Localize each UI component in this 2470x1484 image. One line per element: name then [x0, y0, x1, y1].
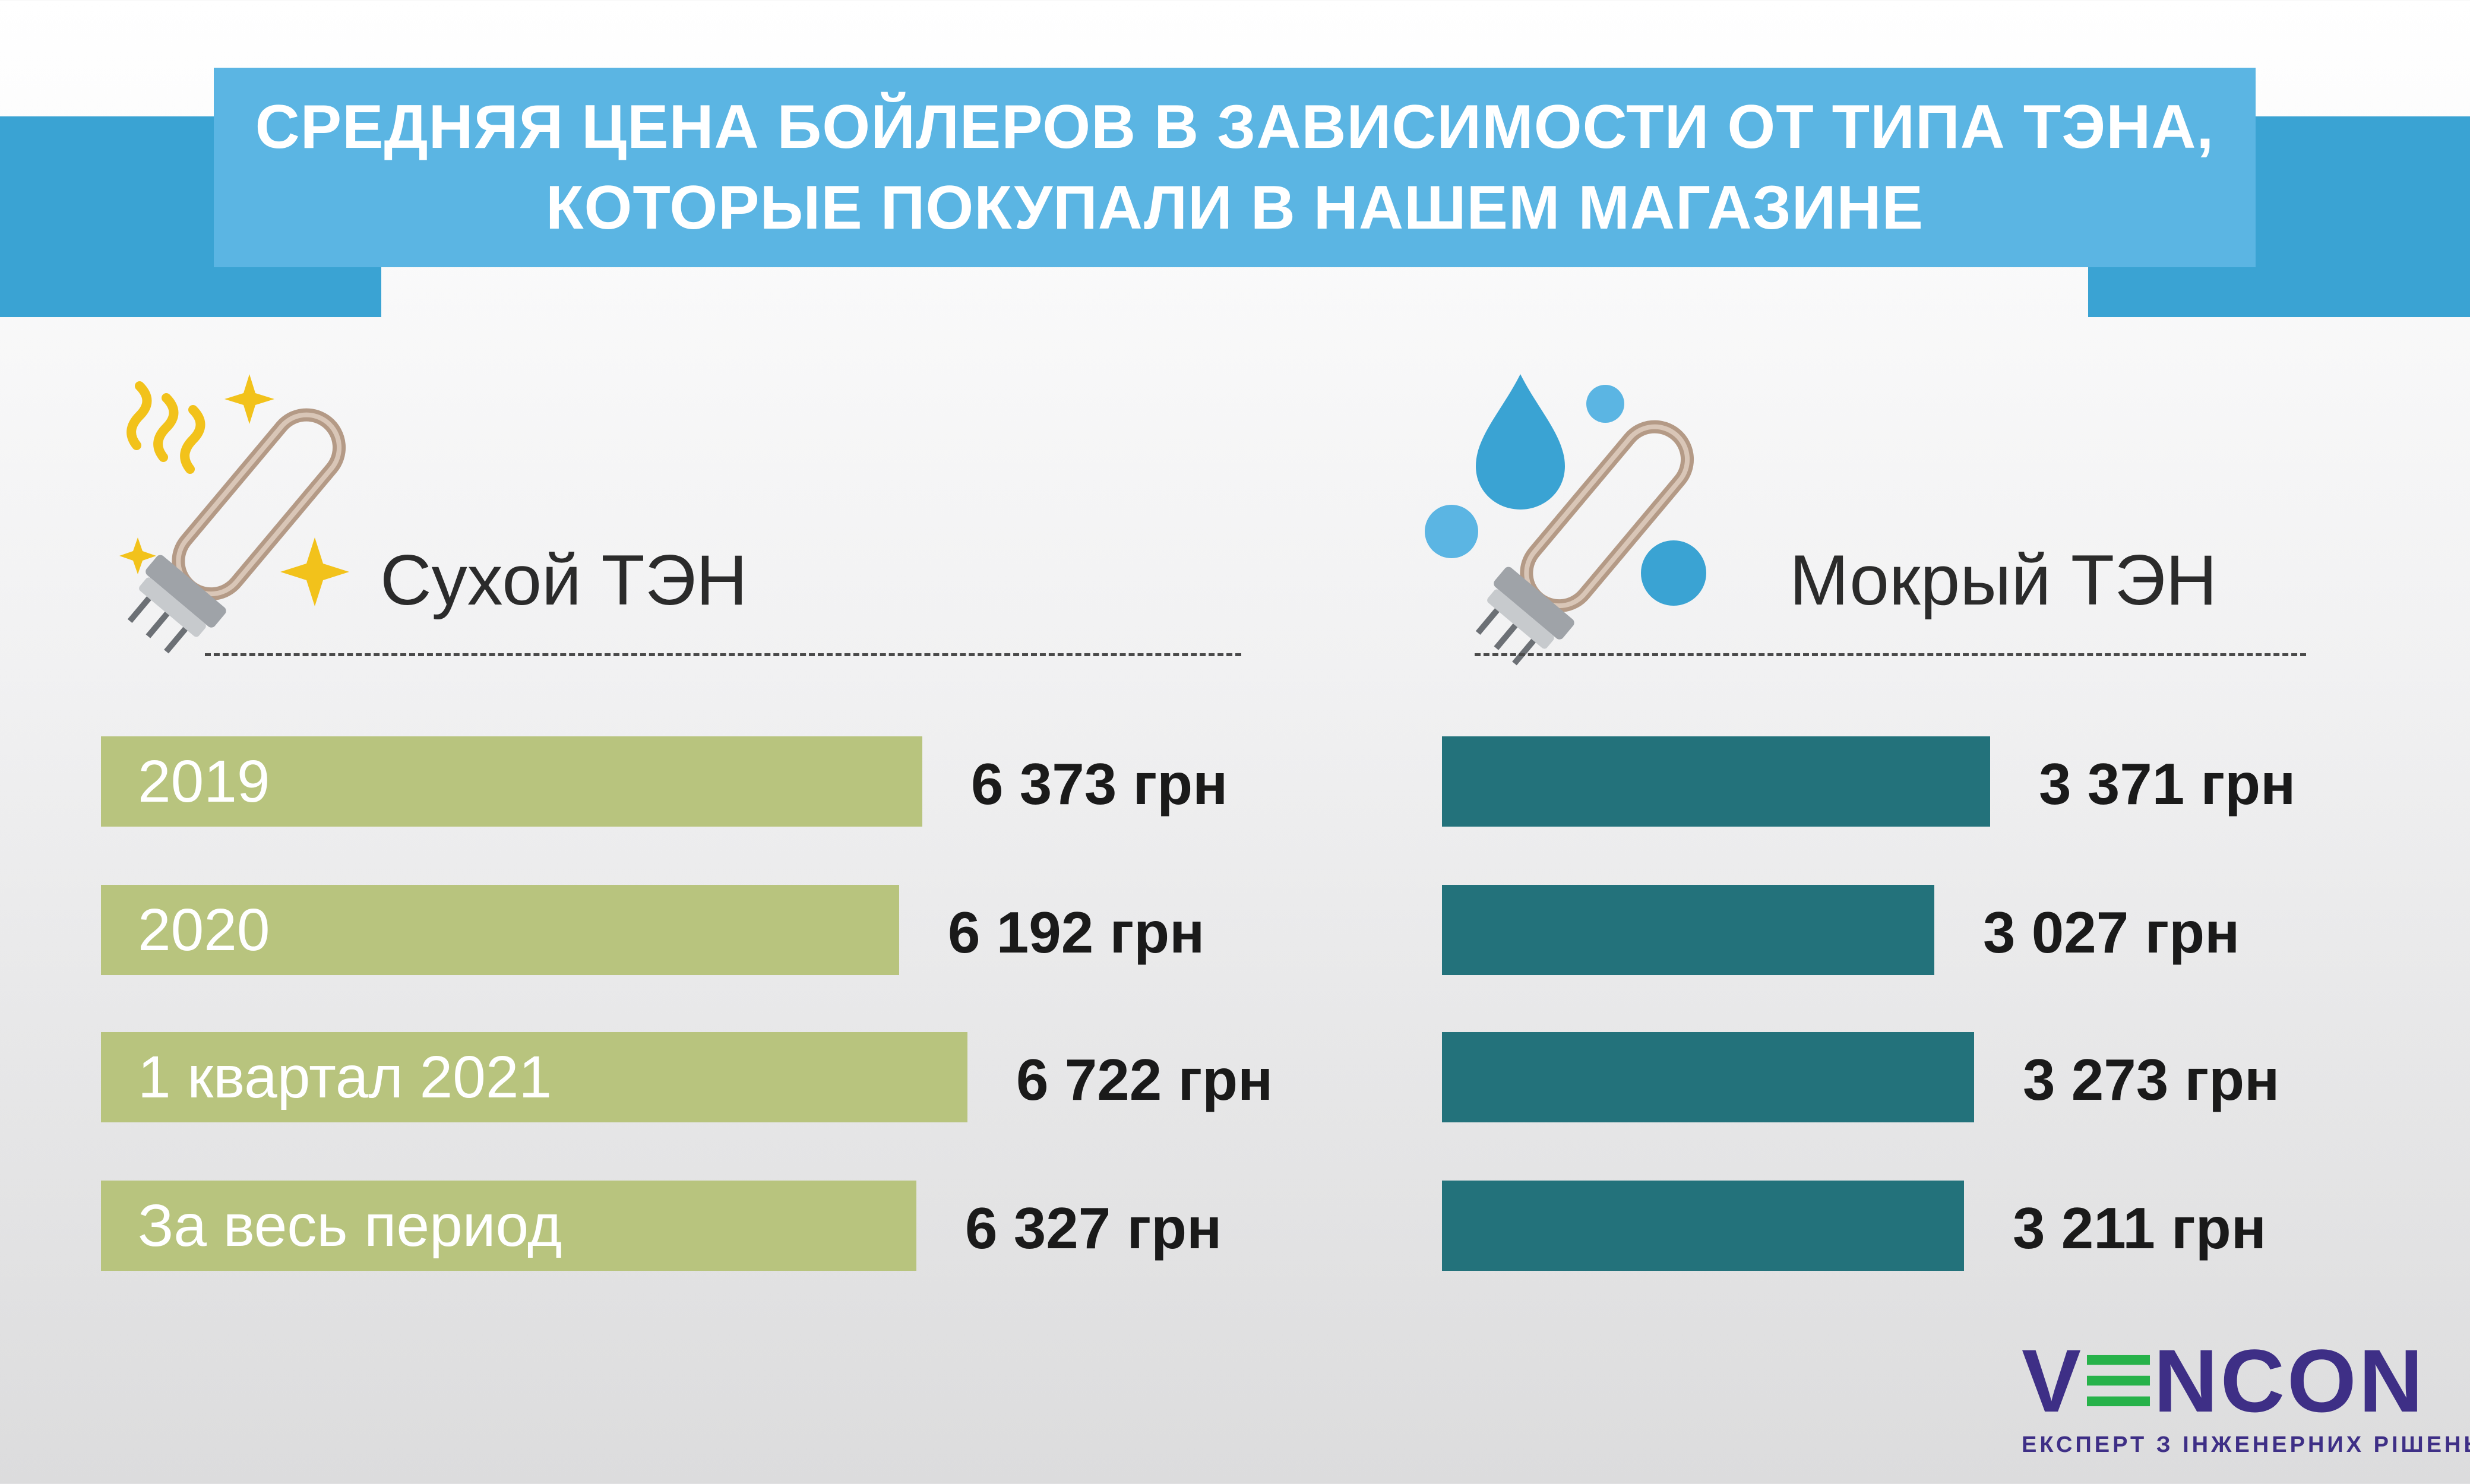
wet-bar-0: [1442, 736, 1990, 827]
dry-bar-value-label: 6 722 грн: [1016, 1047, 1273, 1112]
sparkle-icon: [280, 537, 349, 606]
wet-bar-1: [1442, 885, 1934, 975]
wet-panel-divider: [1475, 653, 2306, 656]
dry-bar-value-label: 6 327 грн: [965, 1195, 1222, 1261]
sparkle-icon: [119, 537, 156, 574]
logo-wordmark: V NCON: [2022, 1336, 2425, 1425]
dry-panel-divider: [205, 653, 1241, 656]
dry-bar-value-label: 6 192 грн: [948, 900, 1205, 965]
bubble-icon: [1641, 540, 1706, 606]
dry-bar-category-label: 2020: [138, 897, 270, 963]
logo-letters-rest: NCON: [2153, 1331, 2425, 1431]
dry-heating-element-icon: [119, 374, 349, 654]
heat-waves-icon: [126, 381, 205, 474]
wet-bar-2: [1442, 1032, 1974, 1122]
dry-bar-0: 2019: [101, 736, 922, 827]
sparkle-icon: [224, 374, 274, 424]
logo-tagline: ЕКСПЕРТ З ІНЖЕНЕРНИХ РІШЕНЬ: [2022, 1432, 2470, 1457]
wet-bar-value-label: 3 273 грн: [2023, 1047, 2280, 1112]
wet-bar-3: [1442, 1181, 1964, 1271]
dry-bar-2: 1 квартал 2021: [101, 1032, 967, 1122]
title-line-1: СРЕДНЯЯ ЦЕНА БОЙЛЕРОВ В ЗАВИСИМОСТИ ОТ Т…: [255, 93, 2215, 162]
bubble-icon: [1586, 385, 1624, 423]
water-drop-icon: [1476, 374, 1565, 510]
wet-bar-value-label: 3 027 грн: [1983, 900, 2240, 965]
title-box: СРЕДНЯЯ ЦЕНА БОЙЛЕРОВ В ЗАВИСИМОСТИ ОТ Т…: [214, 68, 2256, 267]
wet-bar-value-label: 3 371 грн: [2039, 751, 2296, 817]
dry-bar-1: 2020: [101, 885, 899, 975]
wet-heating-element-icon: [1425, 374, 1706, 666]
dry-bar-category-label: За весь период: [138, 1192, 562, 1259]
dry-bar-category-label: 2019: [138, 748, 270, 815]
title-line-2: КОТОРЫЕ ПОКУПАЛИ В НАШЕМ МАГАЗИНЕ: [545, 173, 1924, 242]
wet-bar-value-label: 3 211 грн: [2013, 1195, 2266, 1261]
dry-bar-3: За весь период: [101, 1181, 916, 1271]
logo-letter-v: V: [2022, 1331, 2084, 1431]
dry-bar-category-label: 1 квартал 2021: [138, 1044, 552, 1110]
logo-e-mark: [2087, 1355, 2150, 1407]
dry-panel-title: Сухой ТЭН: [380, 540, 748, 620]
dry-bar-value-label: 6 373 грн: [971, 751, 1228, 817]
vencon-logo: V NCON ЕКСПЕРТ З ІНЖЕНЕРНИХ РІШЕНЬ: [2022, 1336, 2470, 1458]
wet-panel-title: Мокрый ТЭН: [1789, 540, 2218, 620]
bubble-icon: [1425, 505, 1478, 558]
